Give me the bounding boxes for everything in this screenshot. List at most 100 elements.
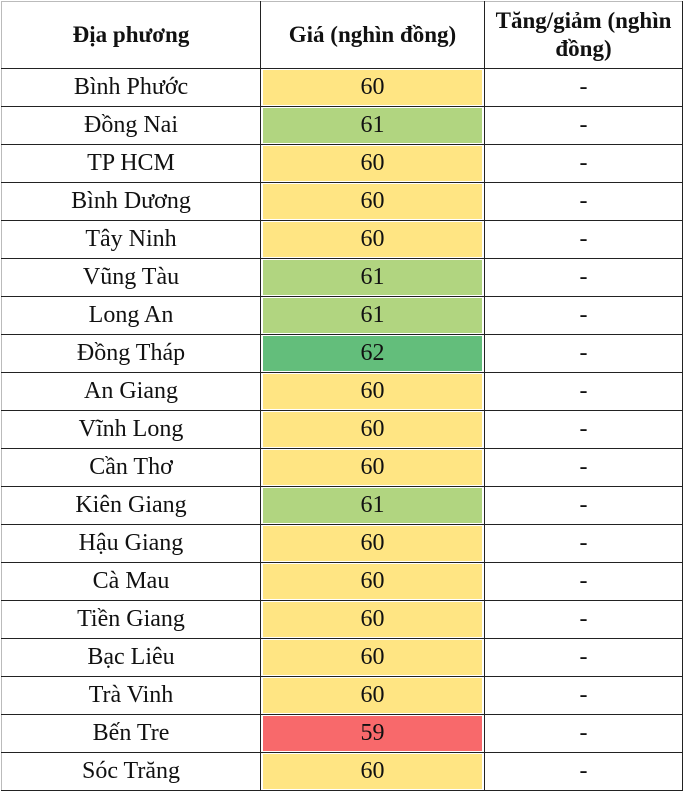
- location-cell: Kiên Giang: [1, 486, 261, 525]
- location-cell: Đồng Tháp: [1, 334, 261, 373]
- table-row: Trà Vinh 60-: [1, 676, 683, 715]
- price-cell: 61: [260, 258, 485, 297]
- price-cell: 60: [260, 144, 485, 183]
- price-cell: 60: [260, 410, 485, 449]
- table-row: Kiên Giang 61-: [1, 486, 683, 525]
- price-value: 62: [263, 336, 482, 371]
- table-row: Cần Thơ 60-: [1, 448, 683, 487]
- change-cell: -: [484, 676, 683, 715]
- change-cell: -: [484, 638, 683, 677]
- change-cell: -: [484, 182, 683, 221]
- change-cell: -: [484, 752, 683, 791]
- price-value: 61: [263, 488, 482, 523]
- price-cell: 61: [260, 106, 485, 145]
- price-value: 59: [263, 716, 482, 751]
- price-value: 61: [263, 260, 482, 295]
- location-cell: Hậu Giang: [1, 524, 261, 563]
- location-cell: Cà Mau: [1, 562, 261, 601]
- price-cell: 60: [260, 524, 485, 563]
- table-row: Vũng Tàu 61-: [1, 258, 683, 297]
- price-value: 60: [263, 564, 482, 599]
- price-cell: 60: [260, 182, 485, 221]
- table-row: An Giang 60-: [1, 372, 683, 411]
- price-value: 60: [263, 70, 482, 105]
- change-cell: -: [484, 334, 683, 373]
- table-row: Bạc Liêu 60-: [1, 638, 683, 677]
- location-cell: An Giang: [1, 372, 261, 411]
- price-cell: 60: [260, 448, 485, 487]
- change-cell: -: [484, 410, 683, 449]
- table-row: Long An 61-: [1, 296, 683, 335]
- change-cell: -: [484, 448, 683, 487]
- table-row: Đồng Tháp 62-: [1, 334, 683, 373]
- location-cell: Vũng Tàu: [1, 258, 261, 297]
- price-value: 60: [263, 374, 482, 409]
- price-cell: 61: [260, 486, 485, 525]
- table-row: Bình Phước 60-: [1, 68, 683, 107]
- header-row: Địa phương Giá (nghìn đồng) Tăng/giảm (n…: [1, 1, 683, 69]
- price-value: 60: [263, 222, 482, 257]
- price-cell: 60: [260, 600, 485, 639]
- price-value: 60: [263, 450, 482, 485]
- change-cell: -: [484, 258, 683, 297]
- price-cell: 60: [260, 676, 485, 715]
- price-value: 60: [263, 184, 482, 219]
- location-cell: Bình Phước: [1, 68, 261, 107]
- location-cell: Bình Dương: [1, 182, 261, 221]
- table-row: Tiền Giang 60-: [1, 600, 683, 639]
- table-row: Vĩnh Long 60-: [1, 410, 683, 449]
- header-change: Tăng/giảm (nghìn đồng): [484, 1, 683, 69]
- price-value: 60: [263, 526, 482, 561]
- change-cell: -: [484, 486, 683, 525]
- location-cell: Bến Tre: [1, 714, 261, 753]
- change-cell: -: [484, 296, 683, 335]
- price-value: 60: [263, 640, 482, 675]
- change-cell: -: [484, 524, 683, 563]
- location-cell: Đồng Nai: [1, 106, 261, 145]
- location-cell: Long An: [1, 296, 261, 335]
- price-value: 60: [263, 412, 482, 447]
- location-cell: Tiền Giang: [1, 600, 261, 639]
- price-cell: 60: [260, 220, 485, 259]
- change-cell: -: [484, 600, 683, 639]
- table-row: Bình Dương 60-: [1, 182, 683, 221]
- price-cell: 60: [260, 752, 485, 791]
- price-cell: 60: [260, 562, 485, 601]
- change-cell: -: [484, 106, 683, 145]
- table-row: Tây Ninh 60-: [1, 220, 683, 259]
- price-cell: 61: [260, 296, 485, 335]
- price-value: 61: [263, 108, 482, 143]
- table-row: Đồng Nai 61-: [1, 106, 683, 145]
- price-cell: 60: [260, 638, 485, 677]
- table-row: Hậu Giang 60-: [1, 524, 683, 563]
- location-cell: Bạc Liêu: [1, 638, 261, 677]
- price-cell: 60: [260, 68, 485, 107]
- location-cell: Sóc Trăng: [1, 752, 261, 791]
- change-cell: -: [484, 714, 683, 753]
- table-row: Bến Tre 59-: [1, 714, 683, 753]
- change-cell: -: [484, 68, 683, 107]
- price-cell: 60: [260, 372, 485, 411]
- price-cell: 59: [260, 714, 485, 753]
- location-cell: Cần Thơ: [1, 448, 261, 487]
- price-value: 60: [263, 678, 482, 713]
- price-value: 60: [263, 754, 482, 789]
- table-row: TP HCM 60-: [1, 144, 683, 183]
- change-cell: -: [484, 562, 683, 601]
- price-cell: 62: [260, 334, 485, 373]
- location-cell: Tây Ninh: [1, 220, 261, 259]
- table-row: Sóc Trăng 60-: [1, 752, 683, 791]
- change-cell: -: [484, 220, 683, 259]
- table-row: Cà Mau 60-: [1, 562, 683, 601]
- price-value: 61: [263, 298, 482, 333]
- location-cell: TP HCM: [1, 144, 261, 183]
- price-value: 60: [263, 602, 482, 637]
- header-location: Địa phương: [1, 1, 261, 69]
- change-cell: -: [484, 144, 683, 183]
- header-price: Giá (nghìn đồng): [260, 1, 485, 69]
- location-cell: Vĩnh Long: [1, 410, 261, 449]
- price-value: 60: [263, 146, 482, 181]
- location-cell: Trà Vinh: [1, 676, 261, 715]
- change-cell: -: [484, 372, 683, 411]
